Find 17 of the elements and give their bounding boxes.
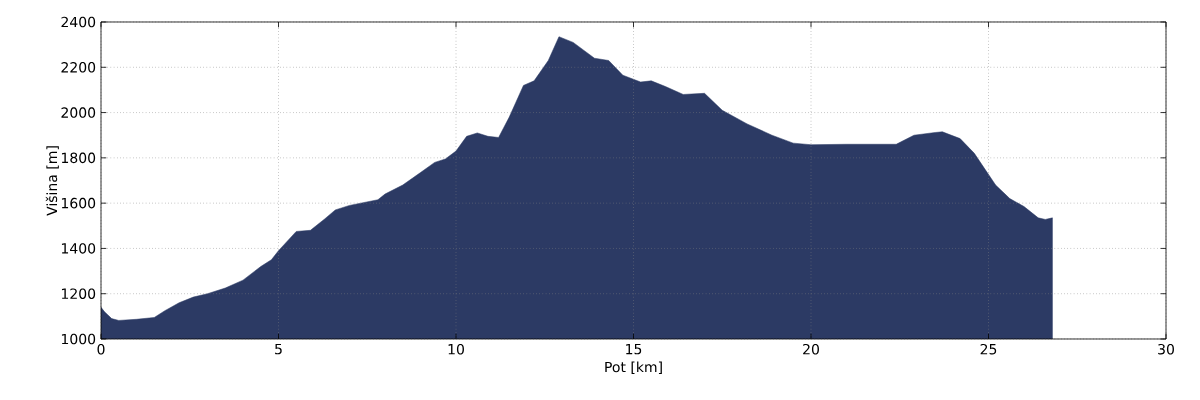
- x-tick-label: 15: [626, 343, 642, 355]
- x-tick-label: 30: [1158, 343, 1174, 355]
- y-axis-title: Višina [m]: [45, 146, 59, 216]
- x-tick-label: 25: [980, 343, 997, 355]
- x-tick-label: 0: [97, 343, 105, 355]
- x-tick-label: 10: [448, 343, 464, 355]
- y-tick-label: 2400: [61, 16, 96, 28]
- y-tick-label: 1000: [61, 333, 96, 345]
- y-tick-label: 1400: [61, 243, 96, 254]
- y-tick-label: 2000: [61, 107, 96, 118]
- x-tick-label: 5: [275, 343, 282, 355]
- x-axis-title: Pot [km]: [605, 361, 662, 374]
- y-tick-label: 1800: [61, 152, 96, 164]
- y-tick-label: 1200: [61, 288, 96, 299]
- x-tick-label: 20: [803, 343, 819, 355]
- y-tick-label: 1600: [61, 197, 96, 209]
- y-tick-label: 2200: [61, 61, 96, 73]
